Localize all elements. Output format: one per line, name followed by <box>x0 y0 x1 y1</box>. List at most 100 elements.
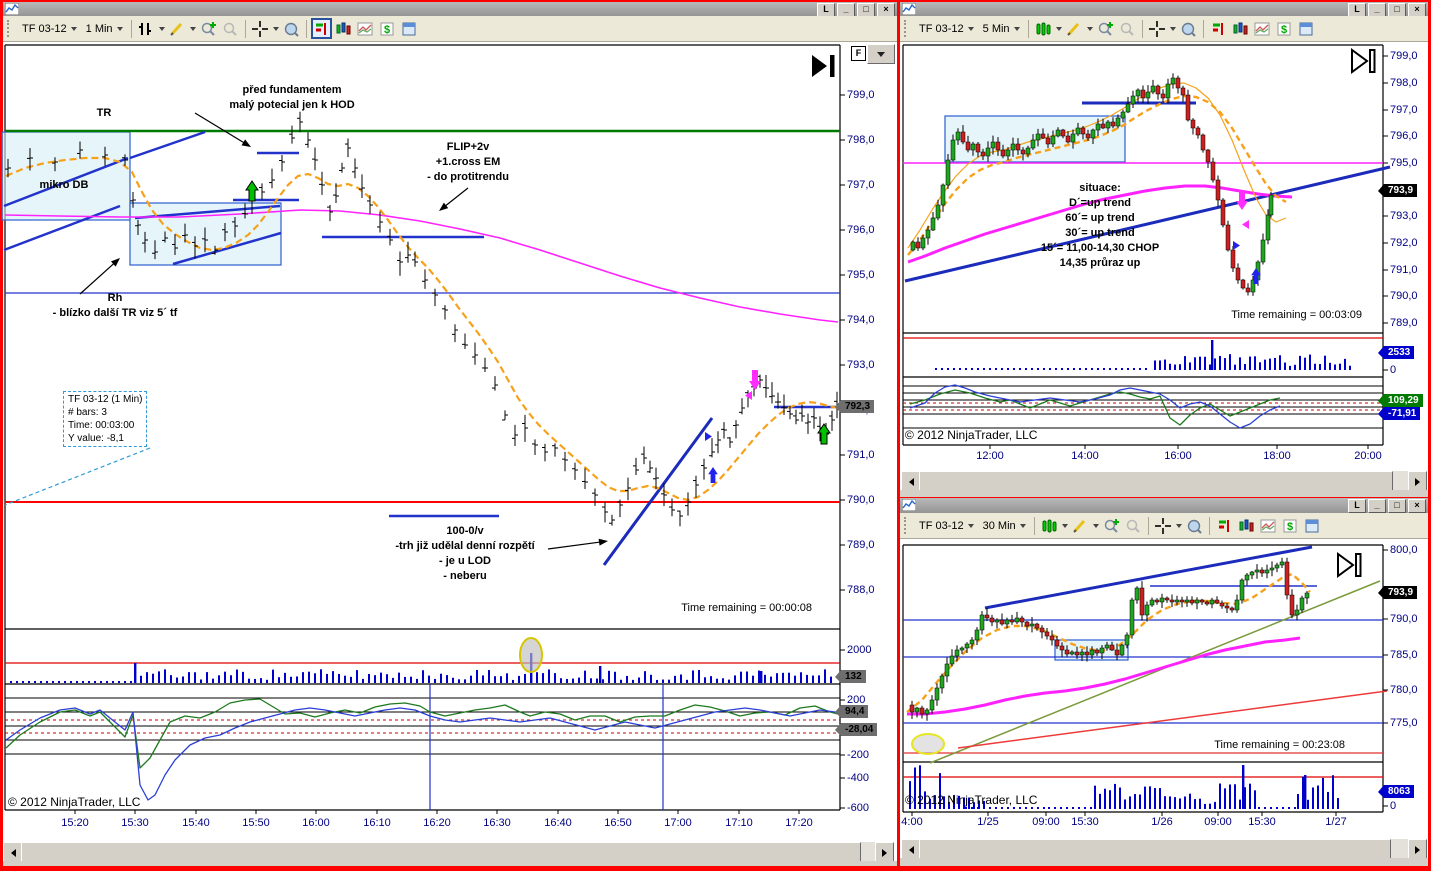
data-series-icon[interactable] <box>1231 19 1250 38</box>
interval-dropdown[interactable]: 5 Min <box>980 22 1023 36</box>
chart-window-5min: TF 03-12 (5 Min) 26.1.2012 L _ □ × TF 03… <box>900 2 1428 497</box>
maximize-button[interactable]: □ <box>857 3 875 16</box>
toolbar-separator <box>1147 516 1149 535</box>
chevron-down-icon[interactable] <box>1175 524 1182 531</box>
close-button[interactable]: × <box>877 3 895 16</box>
mini-chart-icon[interactable] <box>1259 516 1278 535</box>
crosshair-icon[interactable] <box>251 19 270 38</box>
link-button[interactable]: L <box>1348 3 1366 16</box>
chevron-down-icon[interactable] <box>1169 27 1176 34</box>
bar-style-dropdown-icon[interactable] <box>1040 516 1059 535</box>
chart-properties-icon[interactable] <box>1297 19 1316 38</box>
mini-chart-icon[interactable] <box>1253 19 1272 38</box>
horizontal-scrollbar[interactable] <box>901 838 1427 861</box>
horizontal-scrollbar[interactable] <box>3 841 894 864</box>
bar-style-dropdown-icon[interactable] <box>1034 19 1053 38</box>
snap-zoom-icon[interactable] <box>282 19 301 38</box>
left-arrow-icon <box>905 846 914 854</box>
titlebar[interactable]: TF 03-12 (5 Min) 26.1.2012 L _ □ × <box>900 2 1428 16</box>
zoom-in-icon[interactable] <box>199 19 218 38</box>
chevron-down-icon <box>1013 27 1020 34</box>
zoom-out-icon[interactable] <box>1124 516 1143 535</box>
horizontal-scrollbar[interactable] <box>901 470 1427 493</box>
interval-dropdown[interactable]: 1 Min <box>83 22 126 36</box>
instrument-dropdown[interactable]: TF 03-12 <box>19 22 80 36</box>
maximize-button[interactable]: □ <box>1388 499 1406 513</box>
link-button[interactable]: L <box>1348 499 1366 513</box>
instrument-dropdown[interactable]: TF 03-12 <box>916 519 977 533</box>
zoom-out-icon[interactable] <box>221 19 240 38</box>
draw-tool-icon[interactable] <box>168 19 187 38</box>
zoom-in-icon[interactable] <box>1096 19 1115 38</box>
mini-chart-icon[interactable] <box>356 19 375 38</box>
account-dollar-icon[interactable]: $ <box>1281 516 1300 535</box>
data-series-icon[interactable] <box>334 19 353 38</box>
close-button[interactable]: × <box>1408 499 1426 513</box>
chevron-down-icon[interactable] <box>272 27 279 34</box>
svg-text:$: $ <box>1281 24 1287 36</box>
toolbar-separator <box>305 19 307 38</box>
chevron-down-icon[interactable] <box>158 27 165 34</box>
svg-text:$: $ <box>1287 521 1293 533</box>
chevron-down-icon[interactable] <box>189 27 196 34</box>
window-bottom-strip <box>900 858 1428 866</box>
toolbar-grip[interactable] <box>904 20 911 37</box>
axis-dropdown-button[interactable] <box>867 44 895 64</box>
chart-toolbar: TF 03-12 5 Min $ <box>900 16 1428 42</box>
instrument-dropdown[interactable]: TF 03-12 <box>916 22 977 36</box>
right-arrow-icon <box>1414 846 1424 854</box>
draw-tool-icon[interactable] <box>1071 516 1090 535</box>
draw-tool-icon[interactable] <box>1065 19 1084 38</box>
chart-app-icon <box>5 3 19 15</box>
svg-text:$: $ <box>384 24 390 36</box>
chart-properties-icon[interactable] <box>1303 516 1322 535</box>
link-button[interactable]: L <box>817 3 835 16</box>
chevron-down-icon[interactable] <box>1092 524 1099 531</box>
zoom-out-icon[interactable] <box>1118 19 1137 38</box>
chart-window-1min: TF 03-12 (1 Min) 26.1.2012 L _ □ × TF 03… <box>3 2 897 866</box>
minimize-button[interactable]: _ <box>1368 3 1386 16</box>
right-arrow-icon <box>1414 478 1424 486</box>
zoom-in-icon[interactable] <box>1102 516 1121 535</box>
window-bottom-strip <box>900 490 1428 497</box>
indicators-icon[interactable] <box>310 18 332 39</box>
right-arrow-icon <box>881 849 891 857</box>
chart-toolbar: TF 03-12 30 Min $ <box>900 513 1428 539</box>
maximize-button[interactable]: □ <box>1388 3 1406 16</box>
fixed-scale-button[interactable]: F <box>851 46 866 61</box>
chevron-down-icon <box>116 27 123 34</box>
account-dollar-icon[interactable]: $ <box>378 19 397 38</box>
titlebar[interactable]: TF 03-12 (1 Min) 26.1.2012 L _ □ × <box>3 2 897 16</box>
chevron-down-icon[interactable] <box>1055 27 1062 34</box>
scroll-right-button[interactable] <box>875 842 894 864</box>
interval-dropdown[interactable]: 30 Min <box>980 519 1029 533</box>
chevron-down-icon <box>1019 524 1026 531</box>
bar-style-dropdown-icon[interactable] <box>137 19 156 38</box>
indicators-icon[interactable] <box>1215 516 1234 535</box>
toolbar-separator <box>1027 19 1029 38</box>
toolbar-separator <box>1033 516 1035 535</box>
snap-zoom-icon[interactable] <box>1179 19 1198 38</box>
chevron-down-icon[interactable] <box>1086 27 1093 34</box>
close-button[interactable]: × <box>1408 3 1426 16</box>
chart-toolbar: TF 03-12 1 Min $ <box>3 16 897 42</box>
left-arrow-icon <box>905 478 914 486</box>
toolbar-separator <box>244 19 246 38</box>
crosshair-icon[interactable] <box>1154 516 1173 535</box>
chart-app-icon <box>902 3 916 15</box>
crosshair-icon[interactable] <box>1148 19 1167 38</box>
minimize-button[interactable]: _ <box>1368 499 1386 513</box>
snap-zoom-icon[interactable] <box>1185 516 1204 535</box>
left-arrow-icon <box>7 849 16 857</box>
data-series-icon[interactable] <box>1237 516 1256 535</box>
toolbar-grip[interactable] <box>7 20 14 37</box>
account-dollar-icon[interactable]: $ <box>1275 19 1294 38</box>
toolbar-separator <box>1202 19 1204 38</box>
minimize-button[interactable]: _ <box>837 3 855 16</box>
chevron-down-icon[interactable] <box>1061 524 1068 531</box>
titlebar[interactable]: TF 03-12 (30 Min) 26.1.2012 L _ □ × <box>900 498 1428 513</box>
indicators-icon[interactable] <box>1209 19 1228 38</box>
chart-properties-icon[interactable] <box>400 19 419 38</box>
chevron-down-icon <box>70 27 77 34</box>
toolbar-grip[interactable] <box>904 517 911 534</box>
